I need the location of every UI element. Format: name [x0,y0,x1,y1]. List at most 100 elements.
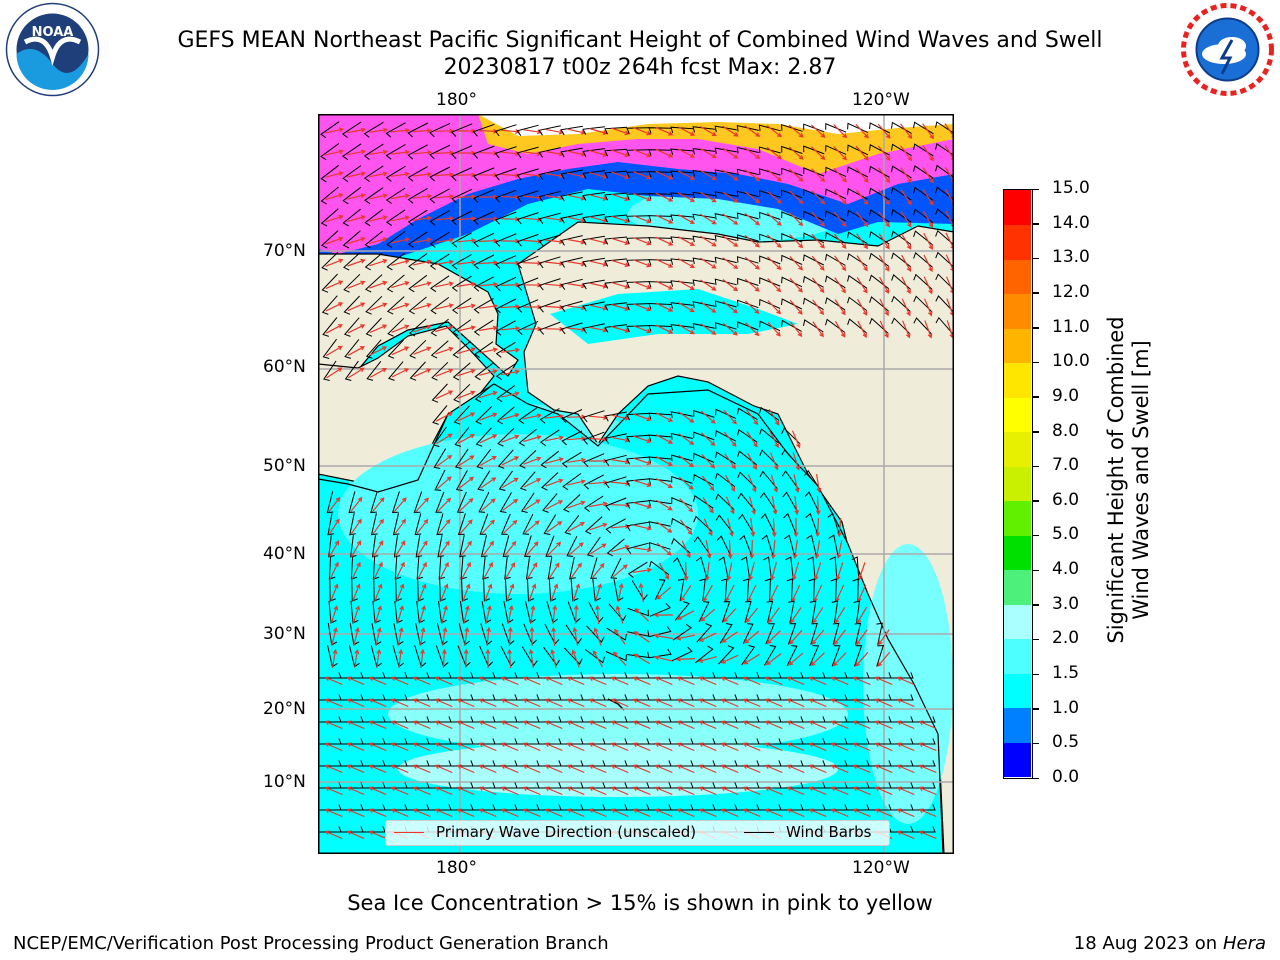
wave-direction-arrow [786,698,805,708]
wind-barb [516,255,539,269]
wind-barb [454,427,470,447]
wave-direction-arrow [834,606,846,624]
wave-direction-arrow [500,676,519,686]
wind-barb [497,449,514,469]
wind-barb [739,534,753,557]
wave-direction-arrow [434,698,453,708]
colorbar-segment [1004,535,1031,571]
wave-direction-arrow [324,764,343,774]
wind-barb [473,276,494,292]
wind-barb [854,622,862,645]
wave-direction-arrow [790,607,802,624]
wave-direction-arrow [700,323,717,335]
wind-barb [407,122,429,138]
wind-barb [736,190,759,198]
wave-direction-arrow [331,627,338,646]
wave-direction-arrow [368,764,387,774]
wave-direction-arrow [856,255,868,272]
wave-direction-arrow [353,626,360,646]
wind-barb [522,513,534,535]
wave-direction-arrow [373,561,383,580]
wind-barb [431,361,449,381]
wave-direction-arrow [852,720,871,730]
wave-direction-arrow [459,519,473,535]
wind-barb [387,317,405,337]
wave-direction-arrow [462,583,471,602]
wave-direction-arrow [723,409,737,425]
wind-barb [736,124,759,132]
wave-direction-arrow [413,215,433,221]
wave-direction-arrow [901,254,912,273]
colorbar-tick-mark [1033,673,1039,676]
wave-direction-arrow [416,518,429,535]
wave-direction-arrow [722,322,738,336]
wave-direction-arrow [633,567,653,573]
wind-barb [386,209,406,227]
wind-barb [473,232,495,248]
wind-barb [584,516,603,535]
wind-barb [385,187,406,204]
wave-direction-arrow [328,518,340,535]
wave-direction-arrow [458,476,475,489]
wave-direction-arrow [742,786,761,796]
wind-barb [518,428,537,447]
wave-direction-arrow [588,501,609,508]
wave-direction-arrow [500,720,519,730]
wave-direction-arrow [677,126,696,136]
wave-direction-arrow [368,742,387,752]
wind-barb [408,296,427,315]
wave-direction-arrow [698,676,717,686]
wave-direction-arrow [874,698,893,708]
wind-barb [387,339,404,359]
wind-barb [519,471,536,491]
wave-direction-arrow [812,321,824,338]
colorbar [1003,189,1033,779]
wave-direction-arrow [325,127,345,134]
wind-barb [606,627,627,641]
wave-direction-arrow [878,629,890,646]
wave-direction-arrow [702,497,714,514]
wind-barb [869,317,889,334]
wind-barb [788,600,795,623]
wave-direction-arrow [900,123,913,140]
wind-barb [582,148,605,157]
wave-direction-arrow [746,431,758,448]
wave-direction-arrow [677,323,695,335]
wave-direction-arrow [655,324,674,334]
wind-barb [786,578,794,602]
wave-direction-arrow [788,652,804,666]
wave-direction-arrow [391,281,410,289]
wind-barb [785,556,794,579]
wind-barb [605,651,627,662]
wave-direction-arrow [766,168,782,182]
wind-barb [429,253,450,270]
wave-direction-arrow [698,656,717,663]
wave-direction-arrow [923,276,933,295]
wave-direction-arrow [833,629,846,646]
wave-direction-arrow [812,299,825,316]
wind-barb [494,124,517,137]
colorbar-segment [1004,707,1031,743]
wave-direction-arrow [324,720,343,730]
wind-barb [714,125,737,133]
wave-direction-arrow [924,298,933,317]
wave-direction-arrow [727,518,734,537]
wave-direction-arrow [391,259,410,266]
wave-direction-arrow [500,808,519,818]
wind-barb [342,208,361,227]
wind-barb [783,512,797,535]
wind-barb [786,645,798,667]
wind-barb [631,580,648,601]
wave-direction-arrow [464,626,470,646]
wave-direction-arrow [896,742,915,752]
wind-barb [648,499,671,507]
wave-direction-arrow [633,653,651,665]
wave-direction-arrow [633,435,652,444]
wave-direction-arrow [742,698,761,708]
noaa-logo: NOAA [5,2,100,97]
wave-direction-arrow [390,808,409,818]
wind-barb [827,512,840,535]
wave-direction-arrow [745,607,759,623]
wave-direction-arrow [479,456,497,466]
wave-direction-arrow [390,720,409,730]
